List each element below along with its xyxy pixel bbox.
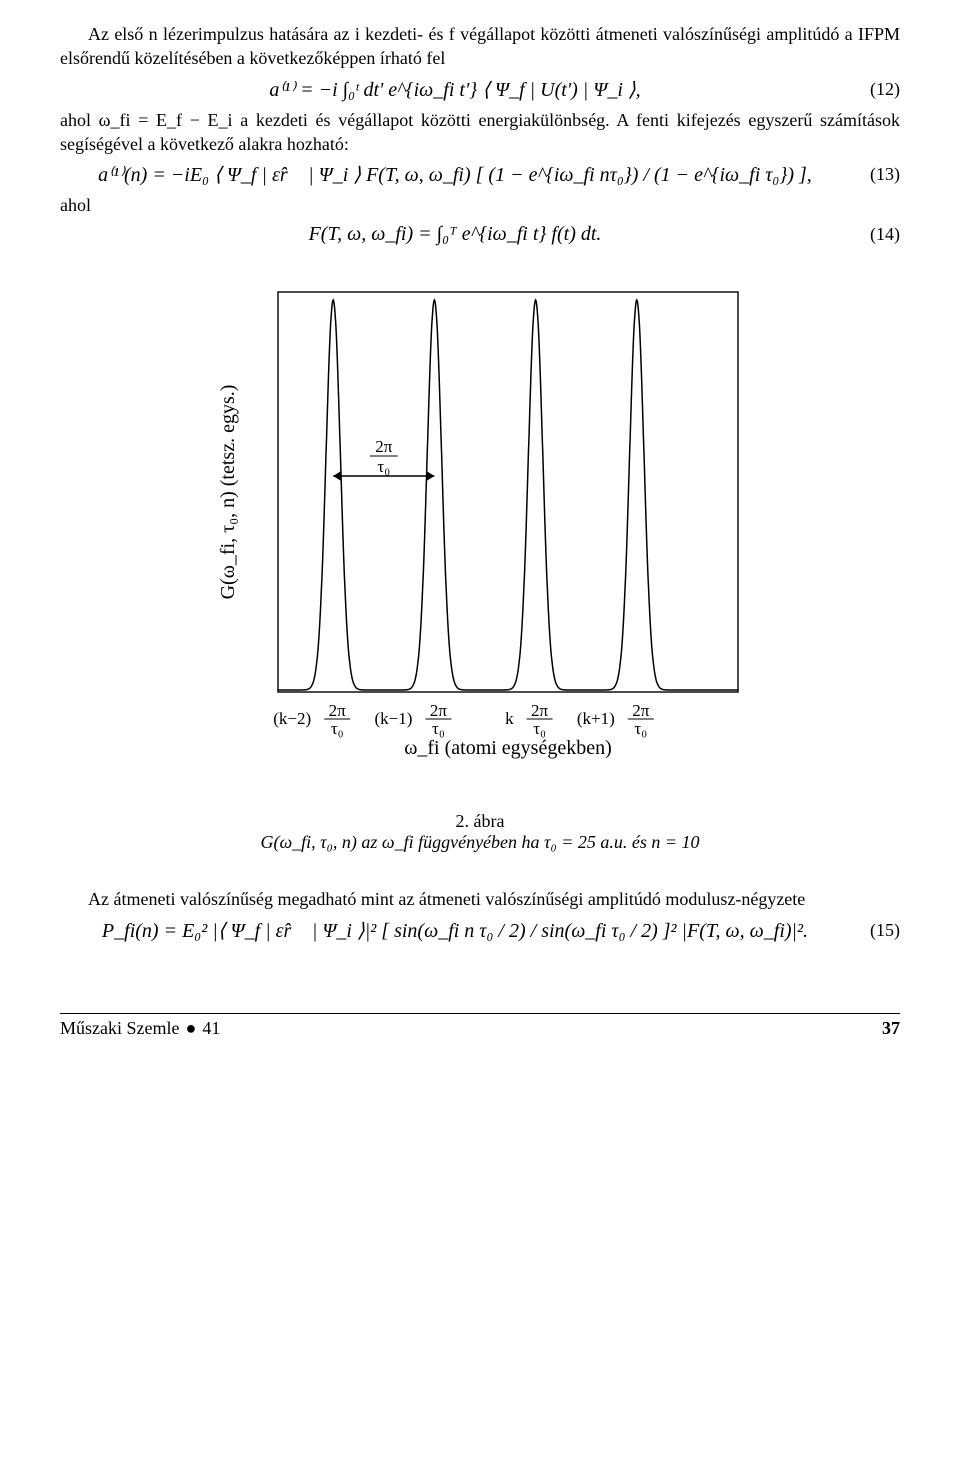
svg-text:2π: 2π (329, 701, 347, 720)
svg-text:k: k (505, 709, 514, 728)
svg-text:2π: 2π (430, 701, 448, 720)
footer-left: Műszaki Szemle ● 41 (60, 1018, 220, 1039)
equation-15-number: (15) (850, 920, 900, 941)
svg-text:(k−1): (k−1) (374, 709, 412, 728)
svg-text:τ₀: τ₀ (331, 719, 344, 738)
figure-2-caption-line2: G(ω_fi, τ₀, n) az ω_fi függvényében ha τ… (60, 832, 900, 853)
equation-12-row: a⁽¹⁾ = −i ∫₀ᵗ dt' e^{iω_fi t'} ⟨ Ψ_f | U… (60, 77, 900, 102)
figure-2-svg: 2πτ₀(k−2)2πτ₀(k−1)2πτ₀k2πτ₀(k+1)2πτ₀ω_fi… (200, 272, 760, 792)
svg-text:τ₀: τ₀ (432, 719, 445, 738)
svg-text:τ₀: τ₀ (634, 719, 647, 738)
bullet-icon: ● (185, 1018, 196, 1039)
svg-text:ω_fi (atomi egységekben): ω_fi (atomi egységekben) (404, 737, 612, 759)
svg-text:2π: 2π (375, 437, 393, 456)
equation-14-number: (14) (850, 224, 900, 245)
page-container: Az első n lézerimpulzus hatására az i ke… (0, 0, 960, 1069)
svg-text:2π: 2π (632, 701, 650, 720)
equation-14-row: F(T, ω, ω_fi) = ∫₀ᵀ e^{iω_fi t} f(t) dt.… (60, 223, 900, 246)
footer-page-number: 37 (882, 1018, 900, 1039)
figure-2-caption-line1: 2. ábra (60, 811, 900, 832)
equation-13: a⁽¹⁾(n) = −iE₀ ⟨ Ψ_f | ε̂r⃗ | Ψ_i ⟩ F(T,… (60, 162, 850, 187)
svg-text:τ₀: τ₀ (377, 457, 390, 476)
svg-text:τ₀: τ₀ (533, 719, 546, 738)
svg-text:G(ω_fi, τ₀, n) (tetsz. egys.): G(ω_fi, τ₀, n) (tetsz. egys.) (217, 385, 239, 600)
svg-text:2π: 2π (531, 701, 549, 720)
footer-journal: Műszaki Szemle (60, 1018, 179, 1039)
page-footer: Műszaki Szemle ● 41 37 (60, 1013, 900, 1039)
paragraph-3: Az átmeneti valószínűség megadható mint … (60, 887, 900, 911)
equation-15: P_fi(n) = E₀² |⟨ Ψ_f | ε̂r⃗ | Ψ_i ⟩|² [ … (60, 918, 850, 943)
footer-issue: 41 (202, 1018, 220, 1039)
paragraph-1: Az első n lézerimpulzus hatására az i ke… (60, 22, 900, 71)
equation-13-row: a⁽¹⁾(n) = −iE₀ ⟨ Ψ_f | ε̂r⃗ | Ψ_i ⟩ F(T,… (60, 162, 900, 187)
svg-text:(k+1): (k+1) (577, 709, 615, 728)
figure-2-wrap: 2πτ₀(k−2)2πτ₀(k−1)2πτ₀k2πτ₀(k+1)2πτ₀ω_fi… (60, 272, 900, 797)
equation-15-row: P_fi(n) = E₀² |⟨ Ψ_f | ε̂r⃗ | Ψ_i ⟩|² [ … (60, 918, 900, 943)
svg-text:(k−2): (k−2) (273, 709, 311, 728)
paragraph-2b: ahol (60, 193, 900, 217)
equation-12-number: (12) (850, 79, 900, 100)
paragraph-2a: ahol ω_fi = E_f − E_i a kezdeti és végál… (60, 108, 900, 157)
figure-2-caption: 2. ábra G(ω_fi, τ₀, n) az ω_fi függvényé… (60, 811, 900, 853)
equation-14: F(T, ω, ω_fi) = ∫₀ᵀ e^{iω_fi t} f(t) dt. (60, 223, 850, 246)
equation-12: a⁽¹⁾ = −i ∫₀ᵗ dt' e^{iω_fi t'} ⟨ Ψ_f | U… (60, 77, 850, 102)
equation-13-number: (13) (850, 164, 900, 185)
